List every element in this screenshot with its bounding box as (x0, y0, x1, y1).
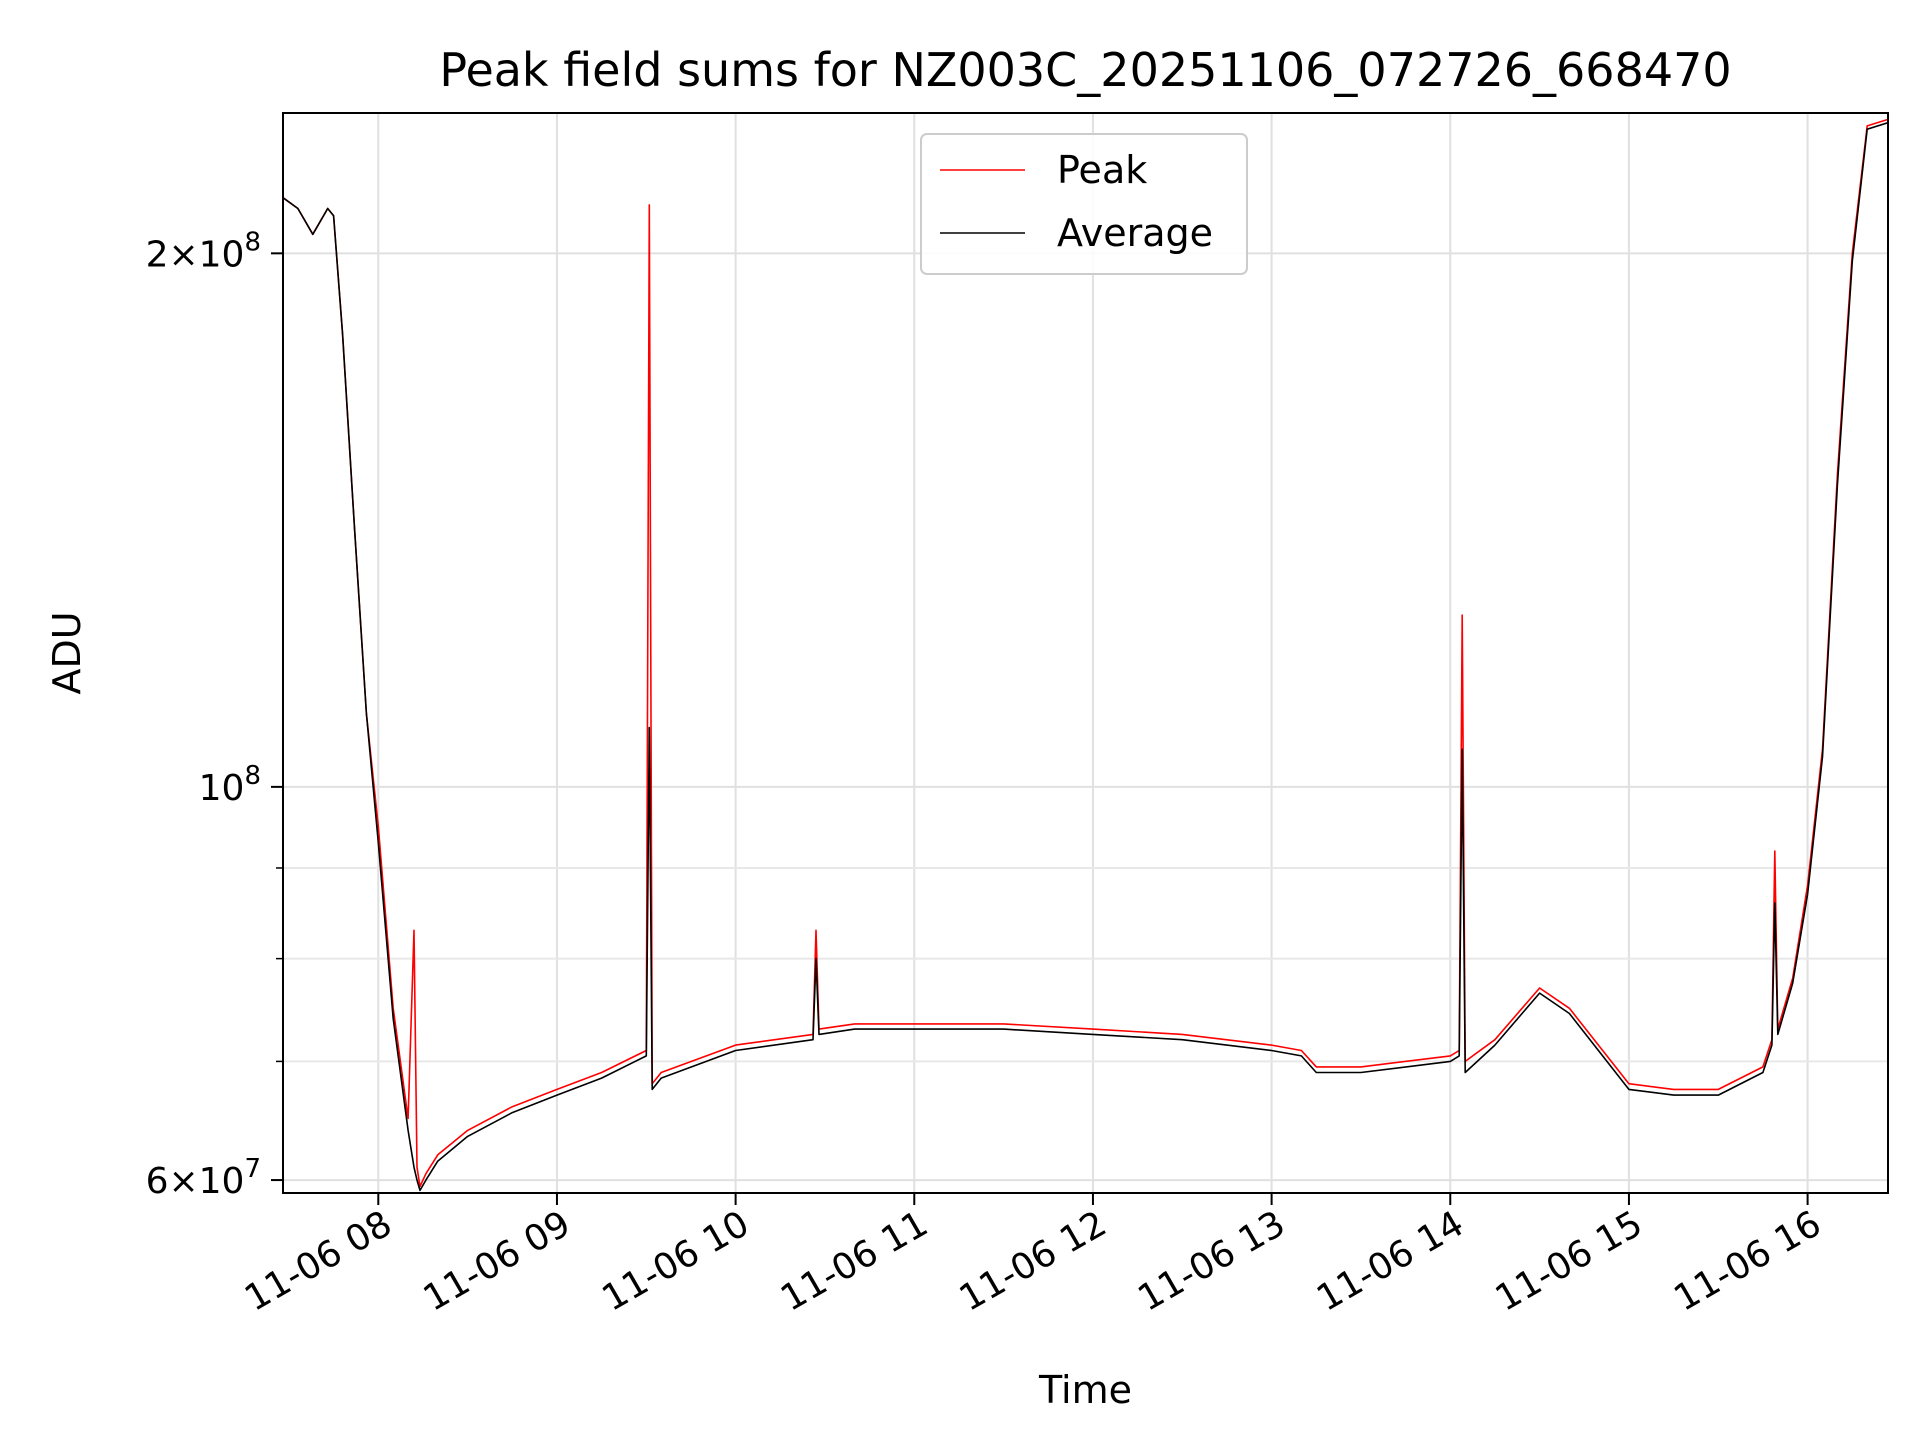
plot-lines (282, 118, 1889, 1192)
y-tick-label: 6×107 (146, 1154, 261, 1202)
x-axis-title: Time (1038, 1368, 1132, 1412)
grid (283, 113, 1888, 1193)
y-axis-title: ADU (45, 611, 89, 694)
series-line-peak (282, 118, 1889, 1188)
legend-label-average: Average (1057, 211, 1213, 255)
series-line-average (282, 121, 1889, 1192)
legend-box (920, 133, 1248, 275)
chart-title: Peak field sums for NZ003C_20251106_0727… (439, 43, 1731, 97)
y-tick-label: 2×108 (146, 227, 261, 275)
plot-frame (282, 112, 1889, 1194)
legend-label-peak: Peak (1057, 148, 1147, 192)
legend: Peak Average (920, 133, 1248, 275)
